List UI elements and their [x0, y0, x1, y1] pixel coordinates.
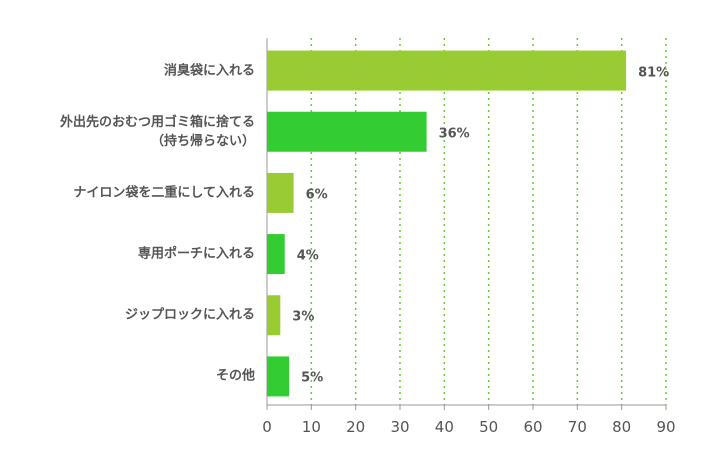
- x-tick-label: 60: [523, 418, 543, 436]
- category-label: 専用ポーチに入れる: [137, 246, 255, 262]
- x-tick-label: 50: [479, 418, 499, 436]
- bar: [267, 234, 285, 275]
- x-tick-label: 70: [567, 418, 587, 436]
- value-label: 5%: [301, 370, 324, 386]
- x-tick-label: 30: [390, 418, 410, 436]
- bar: [267, 111, 427, 152]
- x-tick-label: 10: [301, 418, 321, 436]
- x-tick-label: 90: [656, 418, 676, 436]
- bar: [267, 356, 290, 397]
- value-label: 4%: [296, 248, 319, 264]
- x-tick-label: 40: [434, 418, 454, 436]
- x-tick-label: 20: [346, 418, 366, 436]
- bar: [267, 172, 294, 213]
- bar: [267, 295, 281, 336]
- category-label: 消臭袋に入れる: [163, 63, 255, 79]
- category-label: ナイロン袋を二重にして入れる: [73, 185, 255, 201]
- value-label: 81%: [638, 65, 670, 81]
- x-tick-label: 0: [262, 418, 272, 436]
- bar: [267, 50, 627, 91]
- value-label: 36%: [438, 126, 470, 142]
- category-label: その他: [215, 368, 255, 384]
- value-label: 6%: [305, 187, 328, 203]
- category-label: ジップロックに入れる: [124, 307, 255, 323]
- value-label: 3%: [292, 309, 315, 325]
- x-tick-label: 80: [612, 418, 632, 436]
- category-label: 外出先のおむつ用ゴミ箱に捨てる （持ち帰らない）: [59, 114, 255, 149]
